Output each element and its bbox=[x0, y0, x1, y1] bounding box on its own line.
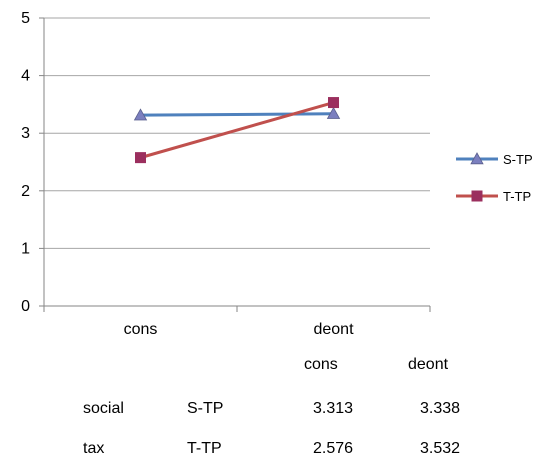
y-tick-label: 0 bbox=[21, 298, 30, 315]
data-point bbox=[135, 152, 146, 164]
y-tick-label: 4 bbox=[21, 68, 30, 85]
grid bbox=[44, 17, 430, 249]
x-tick-label: deont bbox=[313, 321, 354, 338]
y-tick-label: 5 bbox=[21, 10, 30, 27]
table-cell-cons: 2.576 bbox=[313, 440, 354, 457]
table-cell-deont: 3.338 bbox=[420, 400, 461, 417]
legend-marker bbox=[471, 190, 483, 202]
series-line bbox=[140, 112, 334, 117]
table-row-group: tax bbox=[83, 440, 105, 457]
legend-label: S-TP bbox=[503, 152, 533, 167]
table-header-deont: deont bbox=[408, 356, 449, 373]
y-tick-label: 1 bbox=[21, 240, 30, 257]
table-cell-cons: 3.313 bbox=[313, 400, 354, 417]
legend: S-TP T-TP bbox=[456, 152, 533, 204]
x-tick-label: cons bbox=[124, 321, 158, 338]
y-tick-label: 2 bbox=[21, 183, 30, 200]
data-point bbox=[133, 108, 148, 121]
axes bbox=[39, 17, 431, 312]
data-point bbox=[328, 97, 339, 109]
table-cell-deont: 3.532 bbox=[420, 440, 461, 457]
y-tick-label: 3 bbox=[21, 125, 30, 142]
legend-marker bbox=[470, 152, 484, 165]
series bbox=[133, 97, 341, 164]
table-row-group: social bbox=[83, 400, 124, 417]
data-point bbox=[326, 106, 341, 119]
legend-label: T-TP bbox=[503, 189, 531, 204]
table-header-cons: cons bbox=[304, 356, 338, 373]
table-row-series: T-TP bbox=[187, 440, 222, 457]
table-row-series: S-TP bbox=[187, 400, 224, 417]
series-line bbox=[140, 101, 334, 160]
y-axis-ticks: 0 1 2 3 4 5 bbox=[21, 10, 30, 315]
x-axis-ticks: cons deont bbox=[124, 321, 354, 338]
